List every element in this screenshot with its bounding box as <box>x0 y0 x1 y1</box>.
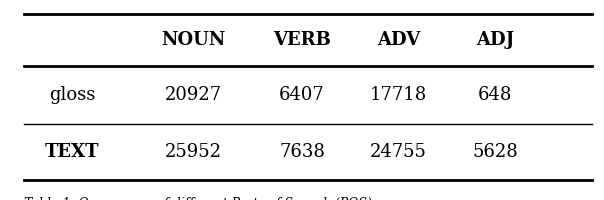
Text: 17718: 17718 <box>370 86 427 104</box>
Text: NOUN: NOUN <box>161 31 225 49</box>
Text: 648: 648 <box>478 86 512 104</box>
Text: VERB: VERB <box>273 31 331 49</box>
Text: TEXT: TEXT <box>45 143 100 161</box>
Text: 20927: 20927 <box>165 86 222 104</box>
Text: gloss: gloss <box>50 86 95 104</box>
Text: 7638: 7638 <box>279 143 325 161</box>
Text: ADV: ADV <box>377 31 420 49</box>
Text: 24755: 24755 <box>370 143 427 161</box>
Text: Table 1: Occurrence of different Parts of Speech (POS): Table 1: Occurrence of different Parts o… <box>24 198 372 200</box>
Text: 25952: 25952 <box>165 143 222 161</box>
Text: ADJ: ADJ <box>476 31 515 49</box>
Text: 6407: 6407 <box>279 86 325 104</box>
Text: 5628: 5628 <box>472 143 518 161</box>
